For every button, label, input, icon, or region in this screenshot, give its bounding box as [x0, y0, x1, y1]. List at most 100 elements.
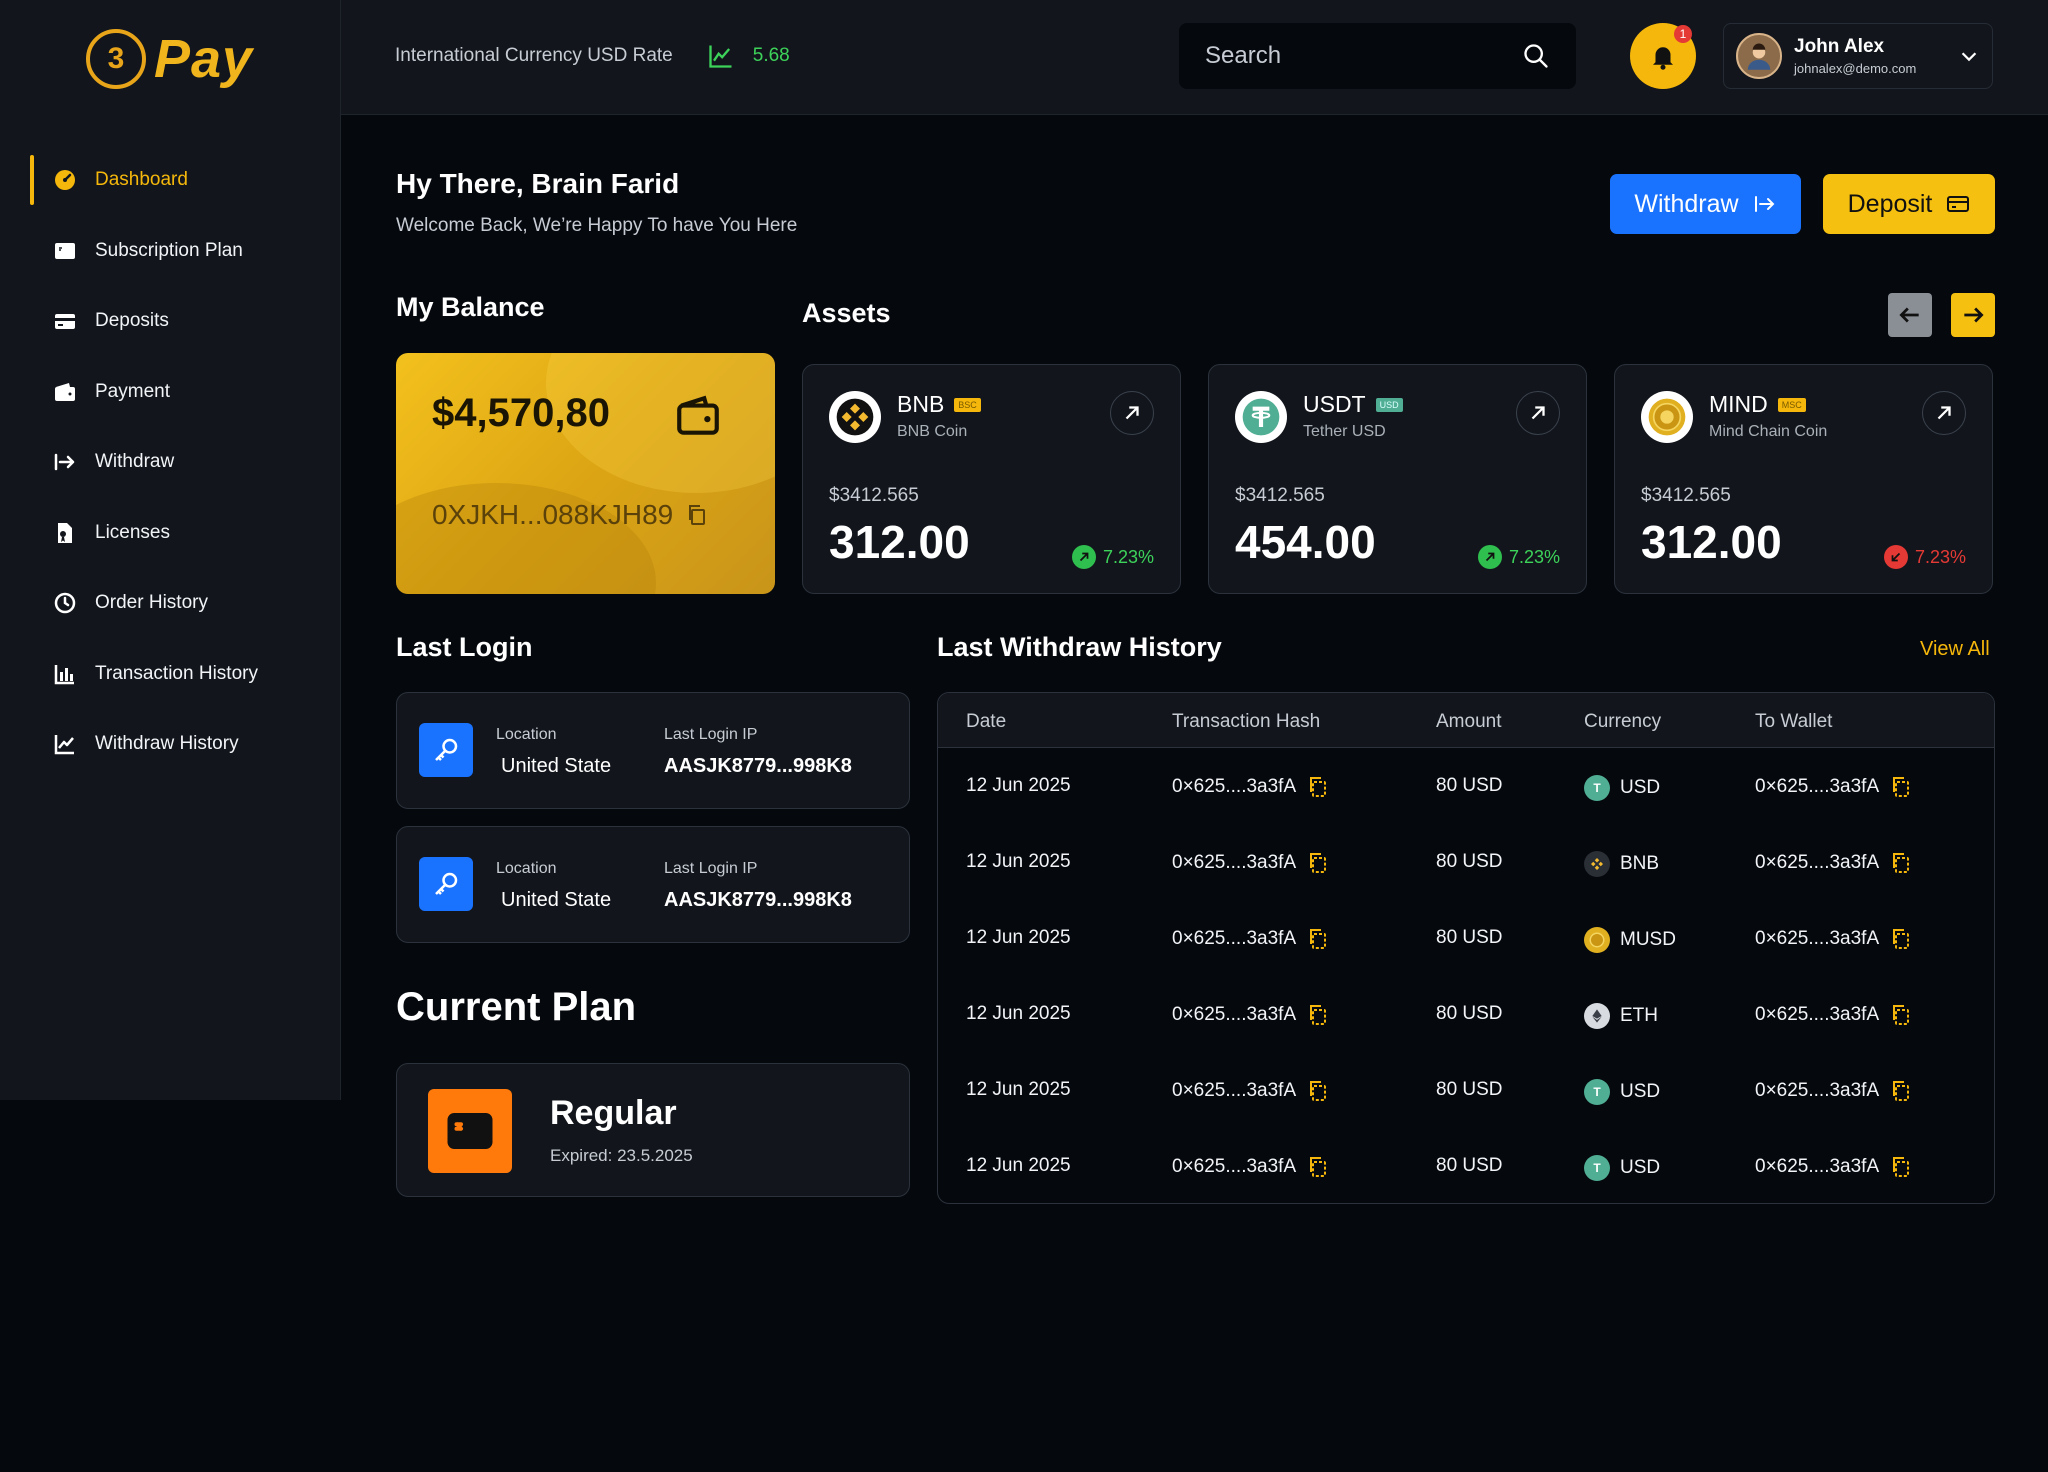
copy-icon[interactable]: [1306, 927, 1330, 951]
plan-card[interactable]: Regular Expired: 23.5.2025: [396, 1063, 910, 1197]
copy-icon[interactable]: [1306, 1003, 1330, 1027]
amount-text: 80 USD: [1436, 1155, 1503, 1176]
asset-change: 7.23%: [1883, 545, 1966, 569]
sidebar-item-licenses[interactable]: Licenses: [0, 498, 340, 569]
sidebar-item-label: Payment: [95, 380, 170, 402]
asset-open-button[interactable]: [1516, 391, 1560, 435]
greeting-subtitle: Welcome Back, We’re Happy To have You He…: [396, 215, 798, 236]
sidebar-item-label: Withdraw History: [95, 733, 239, 755]
asset-tag: BSC: [954, 397, 981, 412]
deposit-icon: [52, 308, 78, 334]
assets-next-button[interactable]: [1951, 293, 1995, 337]
sidebar-item-dashboard[interactable]: Dashboard: [0, 145, 340, 216]
currency-text: BNB: [1620, 853, 1660, 874]
balance-amount: $4,570,80: [432, 391, 610, 435]
sidebar-item-transaction-history[interactable]: Transaction History: [0, 639, 340, 710]
copy-icon[interactable]: [685, 503, 709, 527]
avatar: [1736, 33, 1782, 79]
arrow-left-icon: [1899, 307, 1919, 323]
copy-icon[interactable]: [1889, 1003, 1913, 1027]
search-icon[interactable]: [1522, 42, 1550, 70]
copy-icon[interactable]: [1889, 1079, 1913, 1103]
deposit-button[interactable]: Deposit: [1823, 174, 1995, 234]
asset-card[interactable]: USDT USD Tether USD $3412.565 454.00 7.23…: [1208, 364, 1587, 594]
view-all-link[interactable]: View All: [1920, 638, 1990, 660]
copy-icon[interactable]: [1306, 775, 1330, 799]
currency-text: USD: [1620, 1157, 1661, 1178]
table-row[interactable]: 12 Jun 2025 0×625....3a3fA 80 USD ETH 0×625.…: [938, 976, 1994, 1052]
date-text: 12 Jun 2025: [966, 927, 1071, 948]
sidebar-item-label: Deposits: [95, 310, 169, 332]
chevron-down-icon[interactable]: [1958, 45, 1980, 67]
sidebar-item-order-history[interactable]: Order History: [0, 568, 340, 639]
location-label: Location: [496, 726, 557, 743]
date-text: 12 Jun 2025: [966, 1155, 1071, 1176]
asset-name-text: USDT: [1303, 391, 1366, 417]
table-row[interactable]: 12 Jun 2025 0×625....3a3fA 80 USD T USD 0×625…: [938, 1128, 1994, 1203]
top-header: International Currency USD Rate 5.68 1 J…: [341, 0, 2048, 115]
asset-amount: 312.00: [1641, 516, 1782, 568]
plan-name: Regular: [550, 1094, 677, 1132]
table-row[interactable]: 12 Jun 2025 0×625....3a3fA 80 USD BNB 0×625.…: [938, 824, 1994, 900]
table-row[interactable]: 12 Jun 2025 0×625....3a3fA 80 USD T USD 0×625…: [938, 748, 1994, 824]
sidebar-item-withdraw[interactable]: Withdraw: [0, 427, 340, 498]
notification-button[interactable]: 1: [1630, 23, 1696, 89]
asset-open-button[interactable]: [1110, 391, 1154, 435]
line-chart-icon: [52, 731, 78, 757]
amount-text: 80 USD: [1436, 775, 1503, 796]
sidebar-item-payment[interactable]: Payment: [0, 357, 340, 428]
mind-coin-icon: [1641, 391, 1693, 443]
arrow-right-icon: [1964, 307, 1984, 323]
asset-price: $3412.565: [1641, 485, 1731, 506]
hash-text: 0×625....3a3fA: [1172, 852, 1297, 873]
user-menu[interactable]: John Alex johnalex@demo.com: [1723, 23, 1993, 89]
withdraw-button[interactable]: Withdraw: [1610, 174, 1801, 234]
wallet-text: 0×625....3a3fA: [1755, 852, 1880, 873]
copy-icon[interactable]: [1306, 1079, 1330, 1103]
cell-amount: 80 USD: [1436, 1155, 1503, 1177]
asset-amount: 454.00: [1235, 516, 1376, 568]
table-row[interactable]: 12 Jun 2025 0×625....3a3fA 80 USD T USD 0×625…: [938, 1052, 1994, 1128]
cell-date: 12 Jun 2025: [966, 927, 1071, 949]
sidebar-item-withdraw-history[interactable]: Withdraw History: [0, 709, 340, 780]
search-input[interactable]: [1205, 42, 1505, 70]
notification-badge: 1: [1674, 25, 1692, 43]
cell-hash: 0×625....3a3fA: [1172, 927, 1330, 951]
deposit-button-label: Deposit: [1847, 189, 1933, 218]
sidebar-item-label: Dashboard: [95, 169, 188, 191]
cell-wallet: 0×625....3a3fA: [1755, 1003, 1913, 1027]
wallet-icon: [52, 379, 78, 405]
asset-open-button[interactable]: [1922, 391, 1966, 435]
search-bar[interactable]: [1179, 23, 1576, 89]
usdt-coin-icon: [1235, 391, 1287, 443]
usdt-coin-icon: T: [1584, 1079, 1610, 1105]
app-logo[interactable]: 3 Pay: [86, 28, 253, 90]
copy-icon[interactable]: [1306, 1155, 1330, 1179]
asset-name: USDT USD: [1303, 391, 1403, 418]
cell-amount: 80 USD: [1436, 775, 1503, 797]
hash-text: 0×625....3a3fA: [1172, 776, 1297, 797]
copy-icon[interactable]: [1889, 775, 1913, 799]
asset-card[interactable]: BNB BSC BNB Coin $3412.565 312.00 7.23%: [802, 364, 1181, 594]
copy-icon[interactable]: [1306, 851, 1330, 875]
cell-amount: 80 USD: [1436, 1079, 1503, 1101]
copy-icon[interactable]: [1889, 927, 1913, 951]
cell-date: 12 Jun 2025: [966, 1079, 1071, 1101]
asset-name-text: MIND: [1709, 391, 1768, 417]
bell-icon: [1653, 47, 1673, 70]
copy-icon[interactable]: [1889, 851, 1913, 875]
cell-currency: T USD: [1584, 1079, 1660, 1105]
sidebar-item-label: Subscription Plan: [95, 239, 243, 261]
cell-date: 12 Jun 2025: [966, 1155, 1071, 1177]
sidebar-item-deposits[interactable]: Deposits: [0, 286, 340, 357]
table-row[interactable]: 12 Jun 2025 0×625....3a3fA 80 USD MUSD 0×625…: [938, 900, 1994, 976]
copy-icon[interactable]: [1889, 1155, 1913, 1179]
assets-title: Assets: [802, 298, 891, 328]
wallet-text: 0×625....3a3fA: [1755, 1156, 1880, 1177]
asset-tag: MSC: [1777, 397, 1806, 412]
cell-amount: 80 USD: [1436, 927, 1503, 949]
assets-prev-button[interactable]: [1888, 293, 1932, 337]
dashboard-icon: [52, 167, 78, 193]
asset-card[interactable]: MIND MSC Mind Chain Coin $3412.565 312.00…: [1614, 364, 1993, 594]
sidebar-item-subscription-plan[interactable]: Subscription Plan: [0, 216, 340, 287]
